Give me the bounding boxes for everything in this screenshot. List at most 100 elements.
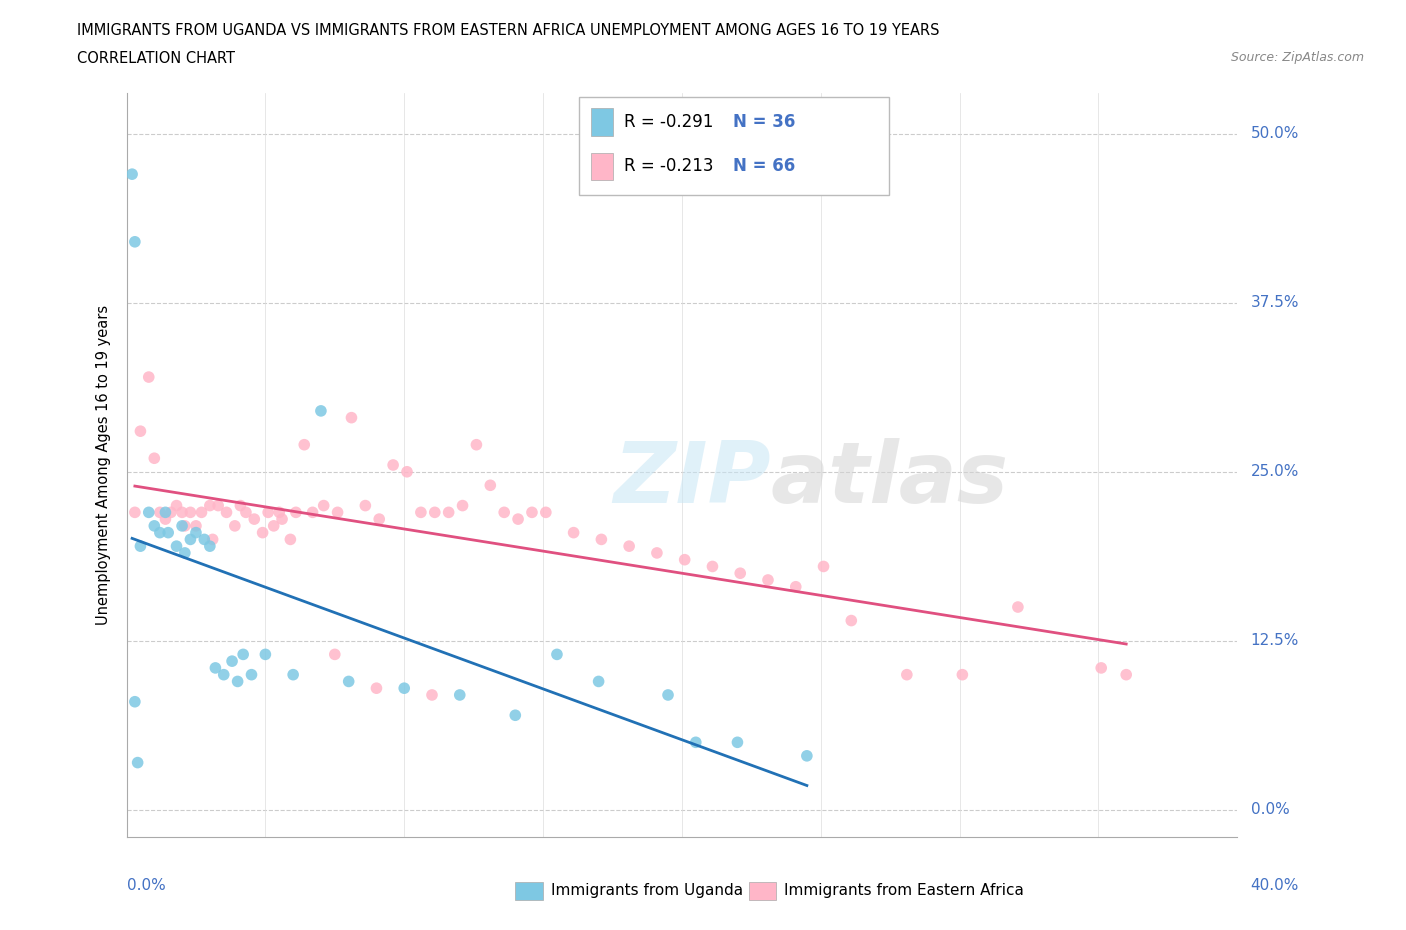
- Point: [166, 498, 188, 513]
- Point: [354, 498, 377, 513]
- Text: Immigrants from Eastern Africa: Immigrants from Eastern Africa: [785, 884, 1024, 898]
- Point: [157, 525, 180, 540]
- Point: [155, 512, 177, 526]
- Point: [263, 518, 285, 533]
- Point: [727, 735, 749, 750]
- Text: N = 66: N = 66: [733, 157, 794, 176]
- Point: [366, 681, 388, 696]
- Point: [451, 498, 474, 513]
- Text: CORRELATION CHART: CORRELATION CHART: [77, 51, 235, 66]
- Point: [281, 667, 305, 682]
- Point: [409, 505, 432, 520]
- Point: [155, 505, 177, 520]
- Point: [309, 404, 332, 418]
- Point: [129, 538, 152, 553]
- Point: [229, 498, 252, 513]
- Point: [224, 518, 246, 533]
- Point: [839, 613, 862, 628]
- Point: [243, 512, 266, 526]
- Point: [127, 755, 149, 770]
- Point: [226, 674, 249, 689]
- Point: [465, 437, 488, 452]
- Point: [124, 505, 146, 520]
- Point: [269, 505, 291, 520]
- Point: [785, 579, 807, 594]
- Point: [506, 512, 529, 526]
- Point: [340, 410, 363, 425]
- Point: [685, 735, 707, 750]
- FancyBboxPatch shape: [748, 882, 776, 900]
- Point: [562, 525, 585, 540]
- Point: [395, 464, 418, 479]
- Text: 12.5%: 12.5%: [1250, 633, 1299, 648]
- Text: R = -0.213: R = -0.213: [624, 157, 714, 176]
- Point: [166, 538, 188, 553]
- Point: [198, 498, 221, 513]
- Point: [796, 749, 818, 764]
- Point: [588, 674, 610, 689]
- Point: [204, 660, 226, 675]
- Point: [437, 505, 460, 520]
- Point: [280, 532, 302, 547]
- Point: [160, 505, 183, 520]
- Point: [950, 667, 973, 682]
- Point: [207, 498, 229, 513]
- Point: [394, 681, 416, 696]
- Point: [323, 647, 346, 662]
- Point: [423, 505, 446, 520]
- Point: [420, 687, 443, 702]
- Text: R = -0.291: R = -0.291: [624, 113, 714, 131]
- Text: 50.0%: 50.0%: [1250, 126, 1299, 141]
- Text: 0.0%: 0.0%: [1250, 803, 1289, 817]
- Y-axis label: Unemployment Among Ages 16 to 19 years: Unemployment Among Ages 16 to 19 years: [96, 305, 111, 625]
- Point: [503, 708, 526, 723]
- Point: [149, 505, 172, 520]
- Point: [173, 518, 195, 533]
- Point: [756, 573, 779, 588]
- Point: [1115, 667, 1137, 682]
- Point: [813, 559, 835, 574]
- Point: [673, 552, 696, 567]
- Point: [232, 647, 254, 662]
- Text: 0.0%: 0.0%: [127, 878, 166, 893]
- Point: [201, 532, 224, 547]
- Point: [252, 525, 274, 540]
- Point: [301, 505, 323, 520]
- Point: [284, 505, 307, 520]
- Text: Immigrants from Uganda: Immigrants from Uganda: [551, 884, 742, 898]
- Point: [292, 437, 315, 452]
- Point: [449, 687, 471, 702]
- Point: [382, 458, 405, 472]
- Point: [172, 518, 194, 533]
- Text: IMMIGRANTS FROM UGANDA VS IMMIGRANTS FROM EASTERN AFRICA UNEMPLOYMENT AMONG AGES: IMMIGRANTS FROM UGANDA VS IMMIGRANTS FRO…: [77, 23, 939, 38]
- Point: [179, 532, 201, 547]
- Point: [534, 505, 557, 520]
- Point: [124, 695, 146, 710]
- Point: [254, 647, 277, 662]
- Point: [190, 505, 212, 520]
- Point: [221, 654, 243, 669]
- Point: [143, 518, 166, 533]
- Point: [1090, 660, 1112, 675]
- Point: [149, 525, 172, 540]
- Point: [138, 505, 160, 520]
- Text: 25.0%: 25.0%: [1250, 464, 1299, 479]
- Point: [546, 647, 568, 662]
- Text: Source: ZipAtlas.com: Source: ZipAtlas.com: [1230, 51, 1364, 64]
- Point: [172, 505, 194, 520]
- Text: atlas: atlas: [770, 438, 1010, 522]
- Point: [645, 546, 668, 561]
- Point: [312, 498, 335, 513]
- Point: [479, 478, 502, 493]
- Point: [124, 234, 146, 249]
- Point: [173, 546, 195, 561]
- Point: [520, 505, 543, 520]
- Point: [212, 667, 235, 682]
- Point: [494, 505, 516, 520]
- Point: [184, 525, 207, 540]
- Text: 40.0%: 40.0%: [1250, 878, 1299, 893]
- Point: [337, 674, 360, 689]
- Point: [257, 505, 280, 520]
- Point: [240, 667, 263, 682]
- Text: 37.5%: 37.5%: [1250, 295, 1299, 311]
